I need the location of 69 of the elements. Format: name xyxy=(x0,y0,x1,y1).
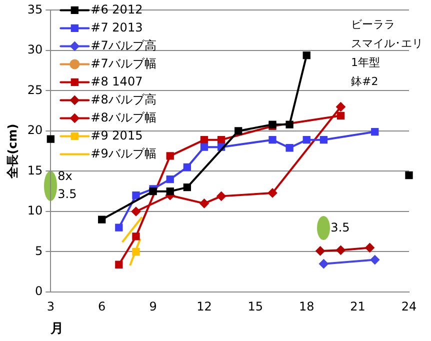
point xyxy=(216,192,226,201)
point xyxy=(115,260,123,268)
annotation: ビーララ xyxy=(351,18,395,32)
point xyxy=(336,102,346,112)
x-tick-label: 24 xyxy=(401,299,417,314)
point xyxy=(316,246,325,256)
point xyxy=(183,184,192,192)
legend-label: #8バルブ高 xyxy=(90,92,156,106)
y-tick-label: 25 xyxy=(27,82,43,97)
point xyxy=(115,224,123,232)
point xyxy=(319,259,328,268)
y-tick-label: 35 xyxy=(27,2,43,16)
point xyxy=(370,255,380,264)
annotation: 鉢#2 xyxy=(351,75,378,88)
y-tick-label: 5 xyxy=(35,244,43,258)
y-tick-label: 20 xyxy=(27,123,43,138)
point xyxy=(302,51,310,60)
legend-label: #9 2015 xyxy=(90,128,143,142)
point xyxy=(405,171,413,180)
annotation: 8x 3.5 xyxy=(58,168,77,201)
point xyxy=(336,112,345,120)
point xyxy=(166,175,174,184)
legend-label: #7 2013 xyxy=(90,20,143,34)
annotation: スマイル･エリ xyxy=(351,37,423,50)
x-tick-label: 18 xyxy=(298,299,314,314)
point xyxy=(268,188,277,198)
point xyxy=(217,136,226,144)
y-tick-label: 0 xyxy=(35,284,43,298)
x-tick-label: 6 xyxy=(98,299,106,314)
point xyxy=(320,136,328,144)
y-axis-title: 全長(cm) xyxy=(5,124,20,180)
legend-label: #8 1407 xyxy=(90,74,143,88)
y-tick-label: 15 xyxy=(27,163,43,178)
point xyxy=(132,232,140,240)
legend-label: #7バルブ高 xyxy=(90,38,156,52)
x-axis-title: 月 xyxy=(50,322,64,337)
x-tick-label: 3 xyxy=(46,299,54,314)
point xyxy=(166,152,174,160)
legend-label: #6 2012 xyxy=(90,2,143,16)
point xyxy=(132,192,140,200)
legend-label: #9バルブ幅 xyxy=(90,146,156,160)
y-tick-label: 30 xyxy=(27,42,43,57)
point xyxy=(234,127,242,135)
y-tick-label: 10 xyxy=(27,204,43,218)
legend-label: #8バルブ幅 xyxy=(90,110,156,124)
point xyxy=(336,246,346,255)
point xyxy=(149,188,157,196)
point xyxy=(200,198,209,208)
point xyxy=(302,136,310,144)
x-tick-label: 9 xyxy=(149,299,157,314)
point xyxy=(268,136,276,144)
annotation: 3.5 xyxy=(330,220,350,235)
point xyxy=(183,163,192,172)
point xyxy=(200,136,208,144)
x-tick-label: 21 xyxy=(350,299,366,314)
point xyxy=(166,188,174,196)
legend-label: #7バルブ幅 xyxy=(90,56,156,70)
point xyxy=(132,248,140,256)
x-tick-label: 12 xyxy=(196,299,212,314)
point xyxy=(98,216,106,224)
x-tick-label: 15 xyxy=(248,299,264,314)
point xyxy=(200,143,208,151)
point xyxy=(286,120,294,128)
point xyxy=(371,128,379,136)
point xyxy=(365,243,374,252)
annotation: 1年型 xyxy=(351,56,380,70)
point xyxy=(131,206,140,216)
point xyxy=(286,144,294,152)
point xyxy=(46,135,54,143)
